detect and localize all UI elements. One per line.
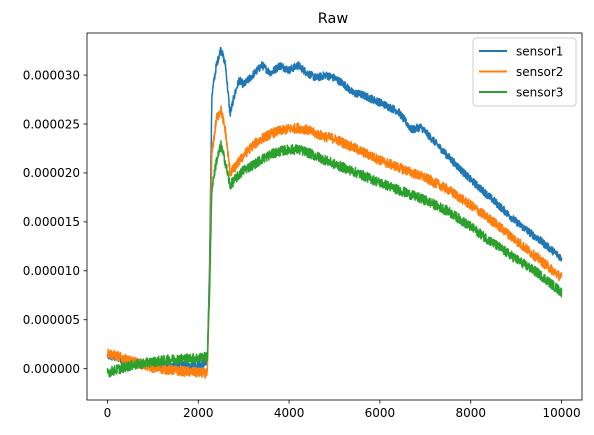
series-line-sensor2 [106,105,563,379]
x-tick-label: 8000 [455,406,486,420]
y-tick-label: 0.000030 [23,68,80,82]
y-tick-label: 0.000005 [23,313,80,327]
y-axis: 0.000000 0.000005 0.000010 0.000015 0.000020… [23,68,87,376]
plot-frame [86,32,583,401]
chart-title: Raw [318,11,349,27]
legend-box [472,37,577,107]
y-tick-label: 0.000015 [23,215,80,229]
x-tick-label: 6000 [365,406,396,420]
x-tick-label: 2000 [183,406,214,420]
series-layer [106,46,563,379]
series-line-sensor3 [106,140,563,378]
y-tick-label: 0.000020 [23,166,80,180]
y-tick-label: 0.000000 [23,362,80,376]
legend-label: sensor1 [516,44,563,58]
x-tick-label: 10000 [542,406,580,420]
x-tick-label: 4000 [274,406,305,420]
x-tick-label: 0 [104,406,112,420]
y-tick-label: 0.000010 [23,264,80,278]
legend: sensor1 sensor2 sensor3 [472,37,577,107]
legend-label: sensor3 [516,85,563,99]
y-tick-label: 0.000025 [23,117,80,131]
legend-label: sensor2 [516,65,563,79]
x-axis: 0 2000 4000 6000 8000 10000 [104,400,581,420]
